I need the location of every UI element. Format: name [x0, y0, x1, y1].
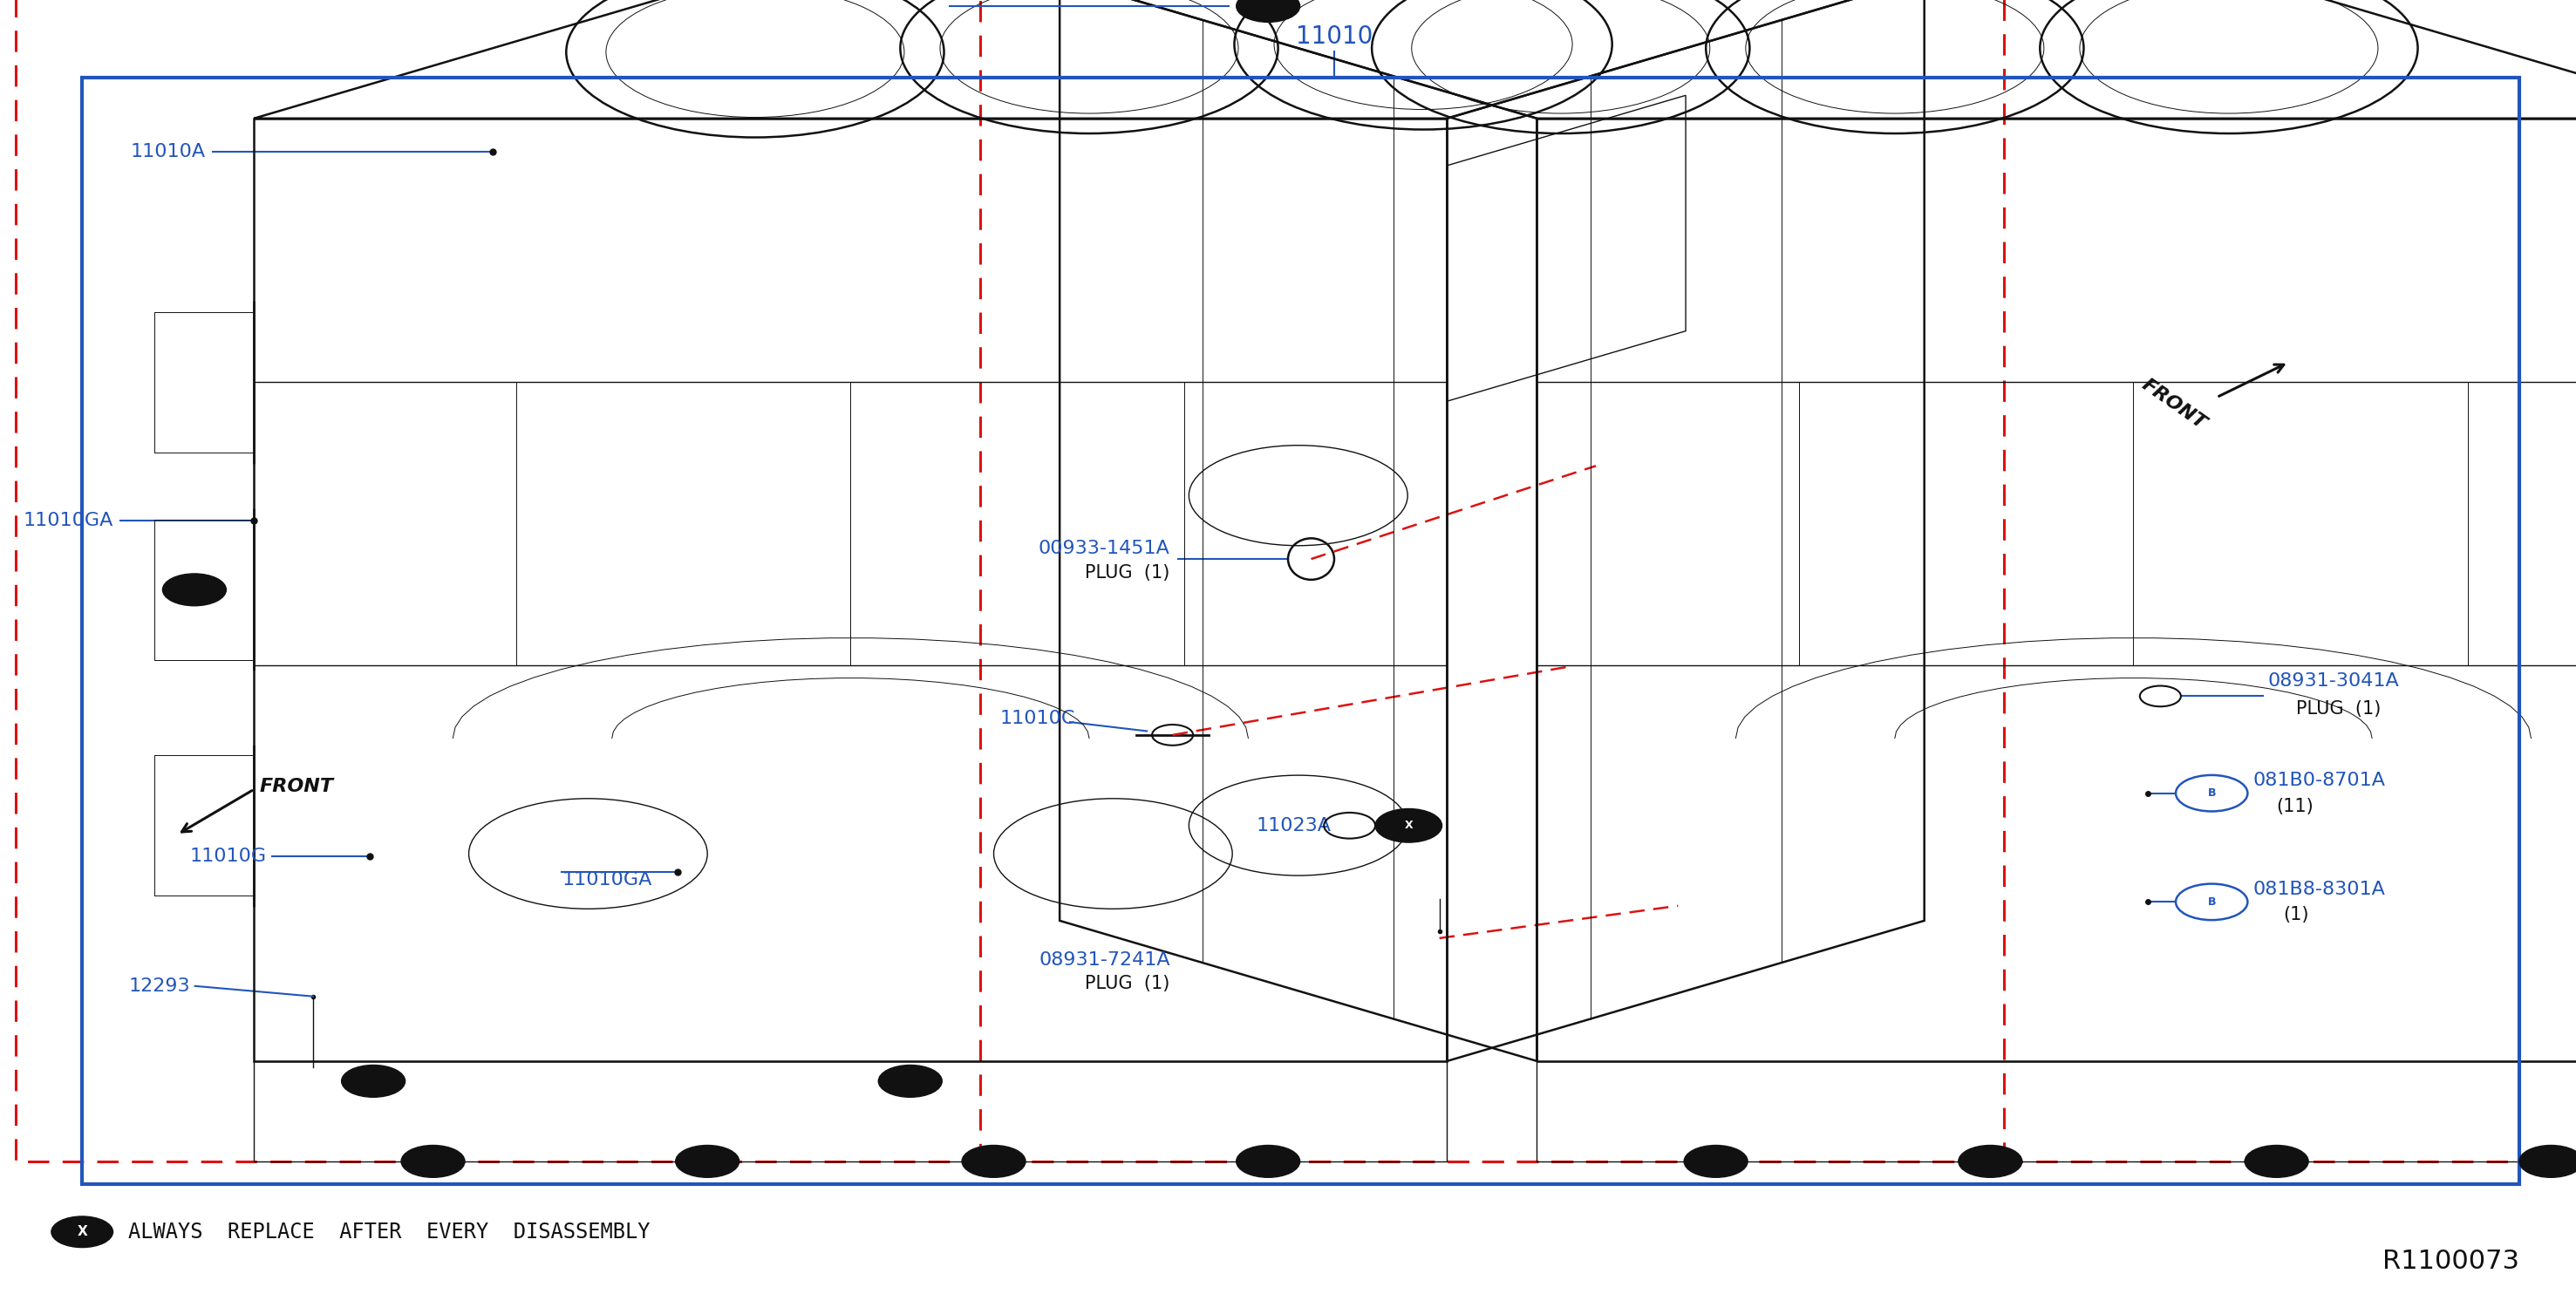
- Text: 11010: 11010: [1296, 25, 1373, 48]
- Circle shape: [162, 573, 227, 606]
- Bar: [82, 78, 2519, 1184]
- Text: 11010A: 11010A: [131, 142, 206, 160]
- Circle shape: [1958, 1145, 2022, 1178]
- Text: PLUG  (1): PLUG (1): [2295, 700, 2380, 718]
- Text: 081B8-8301A: 081B8-8301A: [2254, 880, 2385, 898]
- Text: PLUG  (1): PLUG (1): [1084, 564, 1170, 582]
- Text: 00933-1451A: 00933-1451A: [1038, 540, 1170, 558]
- Text: B: B: [2208, 897, 2215, 907]
- Text: B: B: [2208, 788, 2215, 798]
- Circle shape: [961, 1145, 1025, 1178]
- Circle shape: [1236, 1145, 1301, 1178]
- Circle shape: [2519, 1145, 2576, 1178]
- Text: FRONT: FRONT: [260, 778, 332, 796]
- Circle shape: [1376, 809, 1443, 842]
- Text: 11010C: 11010C: [999, 709, 1074, 727]
- Circle shape: [675, 1145, 739, 1178]
- Text: 081B0-8701A: 081B0-8701A: [2254, 771, 2385, 789]
- Text: 11010GA: 11010GA: [23, 511, 113, 529]
- Text: 11010G: 11010G: [191, 848, 268, 866]
- Text: X: X: [1404, 820, 1412, 831]
- Text: 11023A: 11023A: [1257, 817, 1332, 835]
- Circle shape: [1236, 0, 1301, 22]
- Text: ALWAYS  REPLACE  AFTER  EVERY  DISASSEMBLY: ALWAYS REPLACE AFTER EVERY DISASSEMBLY: [129, 1222, 649, 1242]
- Text: 12293: 12293: [129, 977, 191, 995]
- Text: R1100073: R1100073: [2383, 1249, 2519, 1275]
- Text: 08931-7241A: 08931-7241A: [1038, 951, 1170, 969]
- Circle shape: [2244, 1145, 2308, 1178]
- Circle shape: [52, 1216, 113, 1247]
- Text: PLUG  (1): PLUG (1): [1084, 974, 1170, 992]
- Text: FRONT: FRONT: [2138, 375, 2210, 432]
- Circle shape: [1685, 1145, 1747, 1178]
- Text: (1): (1): [2282, 906, 2308, 924]
- Text: 08931-3041A: 08931-3041A: [2267, 672, 2401, 690]
- Text: 11010GA: 11010GA: [562, 871, 652, 889]
- Text: X: X: [77, 1225, 88, 1238]
- Text: (11): (11): [2275, 797, 2313, 815]
- Circle shape: [402, 1145, 464, 1178]
- Circle shape: [878, 1065, 943, 1097]
- Circle shape: [343, 1065, 404, 1097]
